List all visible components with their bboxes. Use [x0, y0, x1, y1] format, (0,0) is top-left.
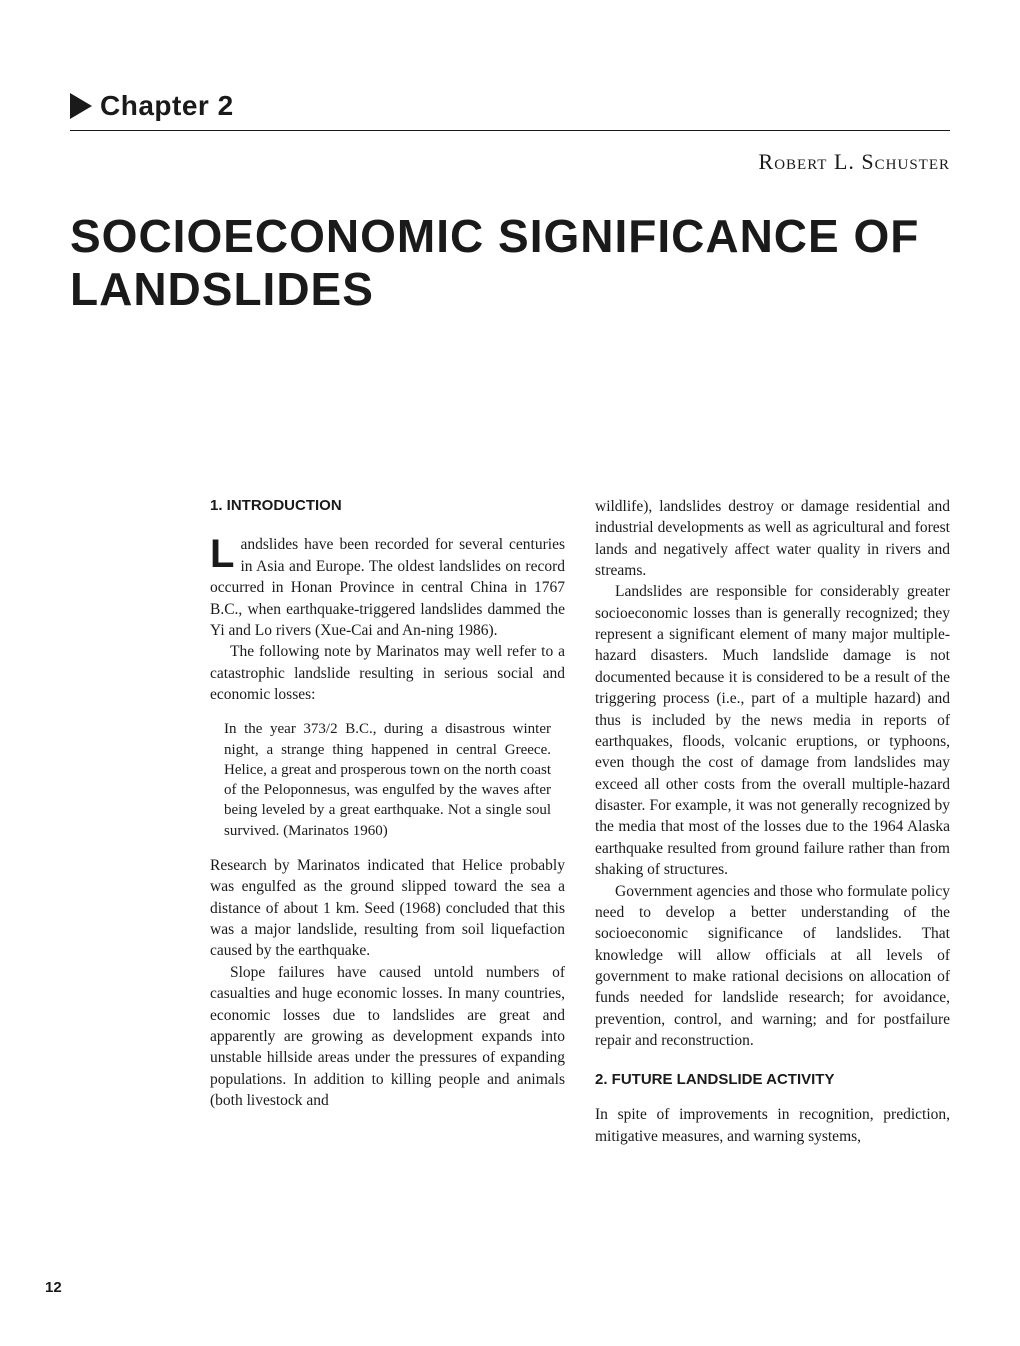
author-name: Robert L. Schuster: [70, 149, 950, 175]
chapter-header: Chapter 2: [70, 90, 950, 122]
dropcap-letter: L: [210, 534, 240, 571]
section-1-heading: 1. INTRODUCTION: [210, 496, 565, 517]
section2-paragraph-1: In spite of improvements in recognition,…: [595, 1104, 950, 1147]
intro-paragraph-1: Landslides have been recorded for severa…: [210, 534, 565, 641]
chapter-divider: [70, 130, 950, 131]
content-columns: 1. INTRODUCTION Landslides have been rec…: [70, 496, 950, 1147]
intro-para-1-text: andslides have been recorded for several…: [210, 536, 565, 639]
blockquote-marinatos: In the year 373/2 B.C., during a disastr…: [224, 719, 551, 841]
col2-paragraph-2: Landslides are responsible for considera…: [595, 581, 950, 880]
col2-paragraph-3: Government agencies and those who formul…: [595, 881, 950, 1052]
intro-paragraph-3: Research by Marinatos indicated that Hel…: [210, 855, 565, 962]
chapter-marker-icon: [70, 93, 92, 119]
col2-paragraph-1: wildlife), landslides destroy or damage …: [595, 496, 950, 582]
section-2-heading: 2. FUTURE LANDSLIDE ACTIVITY: [595, 1070, 950, 1091]
left-column: 1. INTRODUCTION Landslides have been rec…: [210, 496, 565, 1147]
document-title: SOCIOECONOMIC SIGNIFICANCE OF LANDSLIDES: [70, 210, 950, 316]
page-number: 12: [45, 1279, 62, 1296]
intro-paragraph-2: The following note by Marinatos may well…: [210, 641, 565, 705]
right-column: wildlife), landslides destroy or damage …: [595, 496, 950, 1147]
intro-paragraph-4: Slope failures have caused untold number…: [210, 962, 565, 1112]
chapter-label: Chapter 2: [100, 90, 234, 122]
